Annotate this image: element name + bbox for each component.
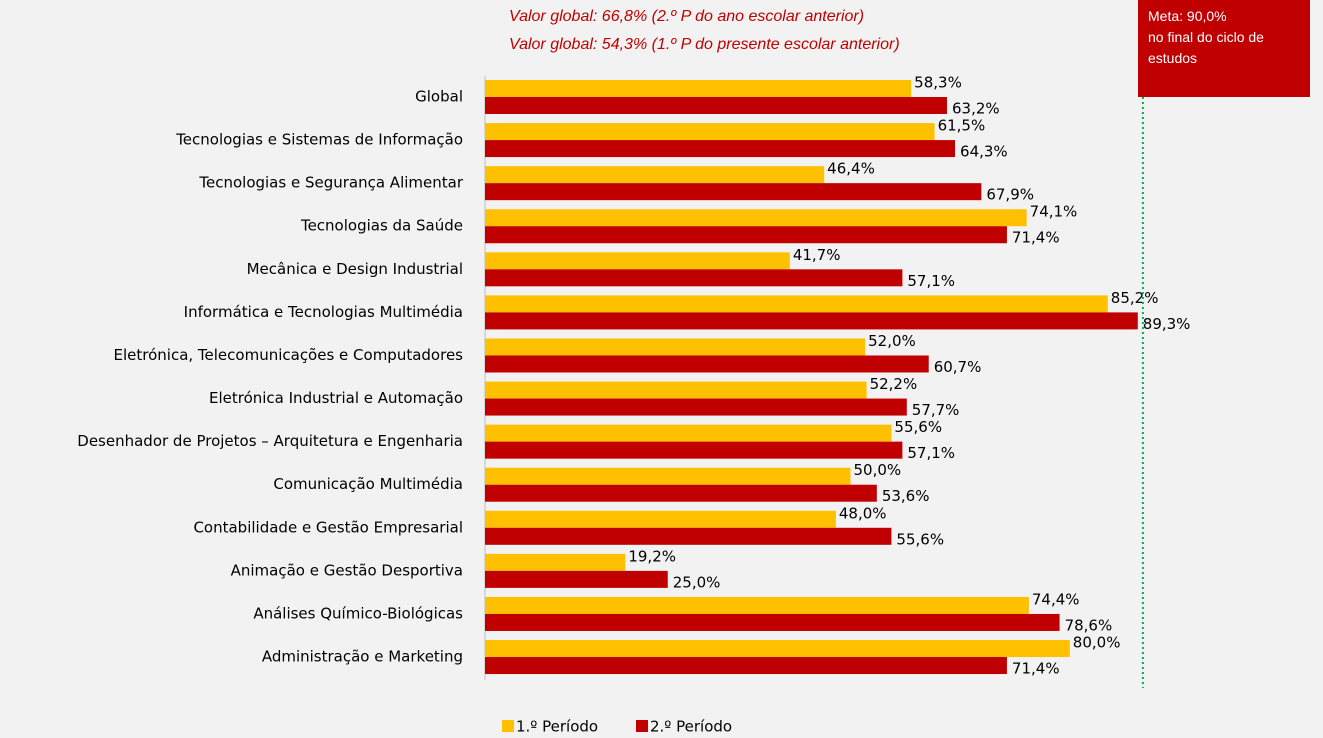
data-label: 57,1% — [907, 444, 955, 462]
y-tick-label: Desenhador de Projetos – Arquitetura e E… — [77, 432, 463, 450]
target-text: no final do ciclo de estudos — [1148, 29, 1264, 66]
bar — [485, 97, 947, 114]
y-tick-label: Tecnologias e Sistemas de Informação — [175, 131, 463, 149]
bar — [485, 183, 982, 201]
bar — [485, 441, 903, 459]
data-label: 52,0% — [868, 332, 916, 350]
data-label: 55,6% — [894, 418, 942, 436]
y-tick-label: Análises Químico-Biológicas — [253, 604, 463, 622]
y-tick-label: Eletrónica Industrial e Automação — [209, 389, 463, 407]
data-label: 52,2% — [870, 375, 918, 393]
bar — [485, 338, 866, 356]
y-tick-label: Tecnologias e Segurança Alimentar — [198, 174, 463, 192]
data-label: 60,7% — [934, 358, 982, 376]
bar — [485, 140, 956, 158]
data-label: 74,1% — [1030, 203, 1078, 221]
y-tick-label: Global — [415, 88, 463, 106]
data-label: 78,6% — [1065, 616, 1113, 634]
legend-label: 1.º Período — [516, 718, 598, 736]
y-tick-label: Eletrónica, Telecomunicações e Computado… — [114, 346, 464, 364]
bar — [485, 398, 907, 416]
target-box: Meta: 90,0% no final do ciclo de estudos — [1138, 0, 1310, 97]
y-tick-label: Informática e Tecnologias Multimédia — [184, 303, 463, 321]
bar — [485, 209, 1027, 227]
bar — [485, 312, 1138, 330]
bar — [485, 252, 790, 270]
bar — [485, 80, 912, 97]
target-label: Meta: 90,0% — [1148, 8, 1227, 24]
y-tick-label: Comunicação Multimédia — [273, 475, 463, 493]
bar — [485, 570, 668, 588]
bar — [485, 613, 1060, 631]
y-tick-label: Animação e Gestão Desportiva — [231, 561, 463, 579]
data-label: 61,5% — [938, 117, 986, 135]
bar — [485, 269, 903, 287]
data-label: 74,4% — [1032, 590, 1080, 608]
bar — [485, 640, 1070, 658]
data-label: 89,3% — [1143, 315, 1191, 333]
data-label: 46,4% — [827, 160, 875, 178]
y-tick-label: Administração e Marketing — [262, 648, 463, 666]
legend-label: 2.º Período — [650, 718, 732, 736]
data-label: 71,4% — [1012, 229, 1060, 247]
legend-swatch — [636, 720, 648, 732]
bar — [485, 467, 851, 485]
data-label: 25,0% — [673, 573, 721, 591]
data-label: 85,2% — [1111, 289, 1159, 307]
y-tick-label: Contabilidade e Gestão Empresarial — [193, 518, 463, 536]
bar — [485, 226, 1007, 244]
data-label: 48,0% — [839, 504, 887, 522]
annotation: Valor global: 54,3% (1.º P do presente e… — [509, 36, 900, 53]
annotation: Valor global: 66,8% (2.º P do ano escola… — [509, 8, 864, 25]
data-label: 64,3% — [960, 143, 1008, 161]
bar — [485, 484, 877, 502]
bar — [485, 381, 867, 399]
data-label: 50,0% — [854, 461, 902, 479]
legend-swatch — [502, 720, 514, 732]
bar — [485, 510, 836, 528]
data-label: 19,2% — [628, 547, 676, 565]
data-label: 80,0% — [1073, 634, 1121, 652]
bar — [485, 527, 892, 545]
bar — [485, 657, 1007, 675]
data-label: 55,6% — [896, 530, 944, 548]
data-label: 67,9% — [986, 186, 1034, 204]
y-tick-label: Tecnologias da Saúde — [300, 217, 463, 235]
bar — [485, 166, 825, 184]
bar — [485, 355, 929, 373]
bar — [485, 553, 626, 571]
data-label: 63,2% — [952, 100, 1000, 118]
bar — [485, 295, 1108, 313]
bar — [485, 596, 1029, 614]
data-label: 71,4% — [1012, 660, 1060, 678]
data-label: 57,7% — [912, 401, 960, 419]
data-label: 41,7% — [793, 246, 841, 264]
data-label: 57,1% — [907, 272, 955, 290]
data-label: 53,6% — [882, 487, 930, 505]
y-tick-label: Mecânica e Design Industrial — [247, 260, 463, 278]
data-label: 58,3% — [914, 74, 962, 92]
bar — [485, 424, 892, 442]
bar — [485, 123, 935, 141]
